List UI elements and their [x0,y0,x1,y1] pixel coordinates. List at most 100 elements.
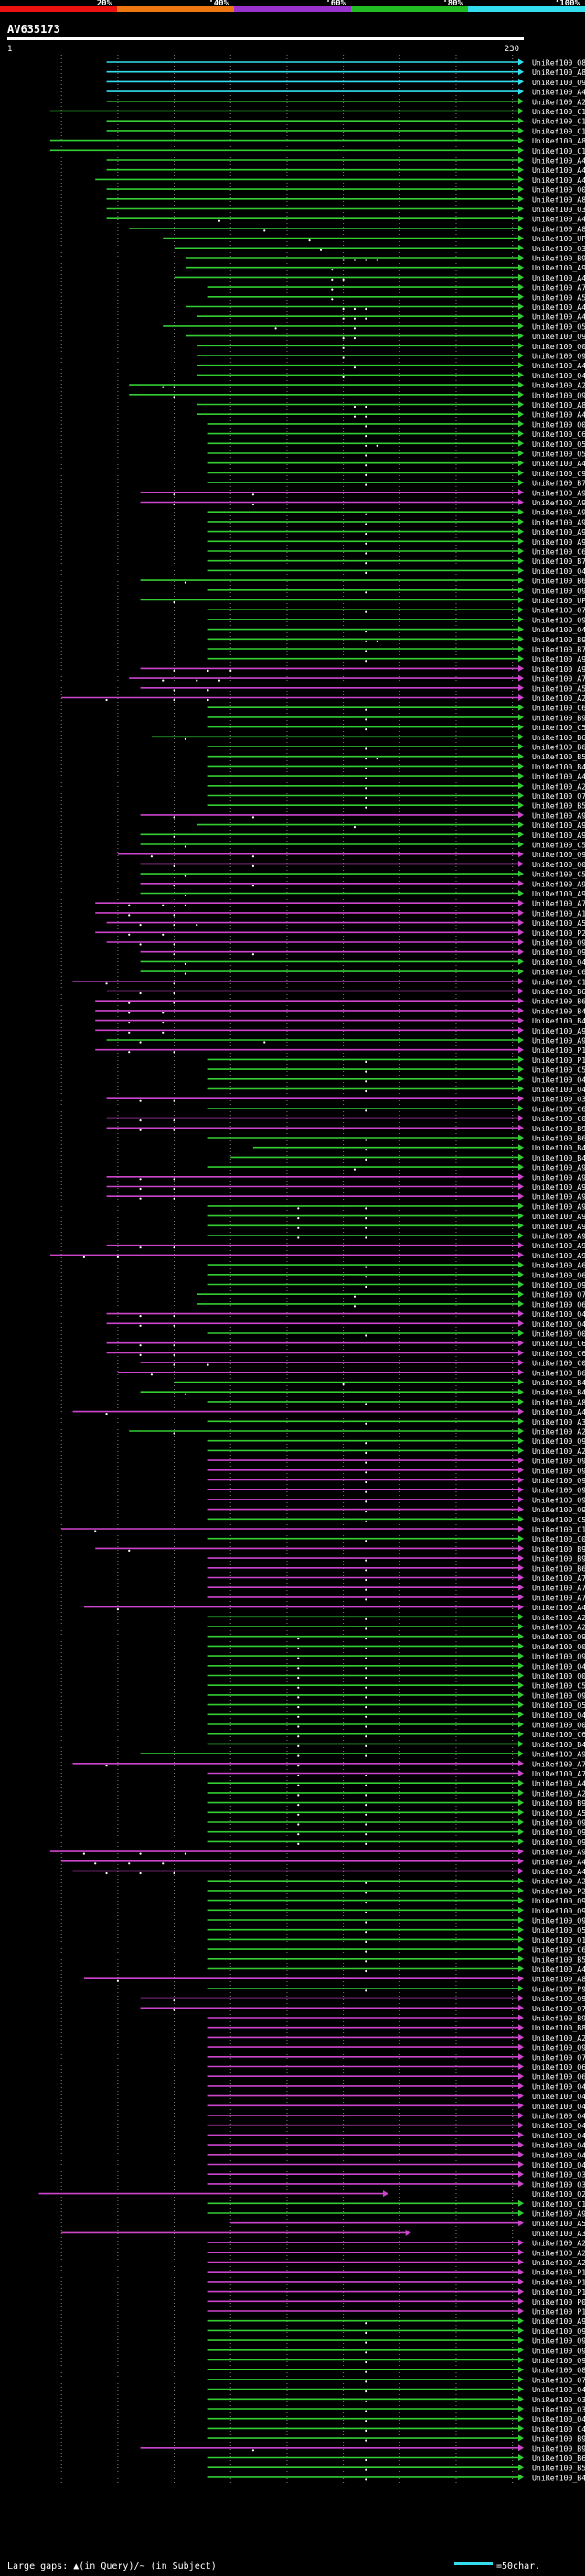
hit-row[interactable]: UniRef100_Q9SBN0 [129,390,585,399]
hit-label[interactable]: UniRef100_Q4V512 [532,1661,585,1670]
hit-label[interactable]: UniRef100_C6TC61 [532,1339,585,1348]
hit-row[interactable]: UniRef100_Q5ZJ52 [207,1925,585,1935]
hit-label[interactable]: UniRef100_Q94VV2 [532,1994,585,2003]
hit-row[interactable]: UniRef100_C1FEC3 [106,126,585,135]
hit-row[interactable]: UniRef100_A9NXI0 [140,498,585,507]
hit-label[interactable]: UniRef100_A4RV22 [532,165,585,175]
hit-label[interactable]: UniRef100_B9R9V1 [532,1554,585,1564]
hit-label[interactable]: UniRef100_Q94WT1 [532,352,585,361]
hit-row[interactable]: UniRef100_A9PJQ2 [140,831,585,840]
hit-label[interactable]: UniRef100_Q0LCQ4 [532,342,585,351]
hit-label[interactable]: UniRef100_B5M173 [532,2464,585,2473]
hit-row[interactable]: UniRef100_A9PGZ3 [140,664,585,673]
hit-row[interactable]: UniRef100_UPI000... [163,234,585,243]
hit-label[interactable]: UniRef100_A9TJ06 [532,1172,585,1182]
hit-row[interactable]: UniRef100_A9TVQ2 [140,488,585,497]
hit-row[interactable]: UniRef100_A4QPH8 [197,313,585,322]
hit-label[interactable]: UniRef100_C0PFH4 [532,1114,585,1123]
hit-label[interactable]: UniRef100_A5BG64 [532,918,585,928]
hit-label[interactable]: UniRef100_C6T4C2 [532,1945,585,1955]
hit-row[interactable]: UniRef100_A9U5B1 [140,879,585,888]
hit-label[interactable]: UniRef100_Q9M320 [532,948,585,957]
hit-row[interactable]: UniRef100_A2SY16 [129,381,585,390]
hit-row[interactable]: UniRef100_A4QPN8 [106,156,585,165]
hit-label[interactable]: UniRef100_B9AJ38 [532,635,585,644]
hit-row[interactable]: UniRef100_B4FY24 [207,1740,585,1749]
hit-row[interactable]: UniRef100_Q9C8Q5 [207,2337,585,2346]
hit-label[interactable]: UniRef100_B7EXB2 [532,479,585,488]
hit-row[interactable]: UniRef100_Q4VV50 [207,2131,585,2140]
hit-label[interactable]: UniRef100_A2SY33 [532,2258,585,2267]
hit-label[interactable]: UniRef100_A9NXM0 [532,527,585,536]
hit-label[interactable]: UniRef100_B9RME5 [532,1544,585,1553]
hit-label[interactable]: UniRef100_Q4V957 [532,2160,585,2169]
hit-row[interactable]: UniRef100_A9PZV2 [207,537,585,546]
hit-label[interactable]: UniRef100_Q7XYU7 [532,2375,585,2384]
hit-row[interactable]: UniRef100_B6U237 [207,743,585,752]
hit-row[interactable]: UniRef100_B9AJ38 [207,635,585,644]
hit-label[interactable]: UniRef100_C9PRJ3 [532,469,585,478]
hit-label[interactable]: UniRef100_A9RFL7 [532,821,585,830]
hit-row[interactable]: UniRef100_Q6H748 [207,1270,585,1279]
hit-label[interactable]: UniRef100_A9PZV2 [532,537,585,546]
hit-row[interactable]: UniRef100_B4G1T7 [174,1378,585,1387]
hit-row[interactable]: UniRef100_Q9SFB9 [207,586,585,595]
hit-row[interactable]: UniRef100_Q41746 [207,1085,585,1094]
hit-row[interactable]: UniRef100_A4QPM5 [207,772,585,781]
hit-label[interactable]: UniRef100_Q9FUU4 [532,1838,585,1847]
hit-label[interactable]: UniRef100_Q9AR42 [532,1691,585,1700]
hit-label[interactable]: UniRef100_Q9LMB1 [532,332,585,341]
hit-label[interactable]: UniRef100_A4QPI7 [532,459,585,468]
hit-row[interactable]: UniRef100_Q02069 [207,1330,585,1339]
hit-row[interactable]: UniRef100_A9T399 [106,1036,585,1045]
hit-label[interactable]: UniRef100_Q7SYV6 [532,2052,585,2062]
hit-label[interactable]: UniRef100_B6TBS2 [532,997,585,1006]
hit-label[interactable]: UniRef100_A2SY16 [532,381,585,390]
hit-row[interactable]: UniRef100_A7UDR4 [72,1759,585,1768]
hit-row[interactable]: UniRef100_B4F5J4 [252,1143,585,1152]
hit-row[interactable]: UniRef100_Q39711 [207,2405,585,2414]
hit-row[interactable]: UniRef100_A9RDJ0 [49,1251,585,1260]
hit-row[interactable]: UniRef100_B7SB29 [207,645,585,654]
hit-row[interactable]: UniRef100_Q9M320 [140,948,585,957]
hit-row[interactable]: UniRef100_B9S175 [207,713,585,722]
hit-row[interactable]: UniRef100_C6T4C2 [207,1945,585,1955]
hit-row[interactable]: UniRef100_Q946F2 [207,1495,585,1504]
hit-label[interactable]: UniRef100_Q946F4 [532,1486,585,1495]
hit-label[interactable]: UniRef100_Q946F9 [532,1476,585,1485]
hit-label[interactable]: UniRef100_C1K5B4 [532,2200,585,2209]
hit-row[interactable]: UniRef100_C4NGY3 [207,2424,585,2433]
hit-row[interactable]: UniRef100_Q1WLN1 [207,1935,585,1945]
hit-row[interactable]: UniRef100_Q9LMB1 [185,332,585,341]
hit-label[interactable]: UniRef100_C6TNT4 [532,547,585,557]
hit-row[interactable]: UniRef100_A9P2E6 [207,1202,585,1211]
hit-row[interactable]: UniRef100_A9PGN0 [106,1182,585,1192]
hit-row[interactable]: UniRef100_Q9FUU4 [207,1838,585,1847]
hit-label[interactable]: UniRef100_Q9LE98 [532,2327,585,2336]
hit-row[interactable]: UniRef100_Q4VV51 [207,2121,585,2130]
hit-label[interactable]: UniRef100_Q38SU4 [532,205,585,214]
hit-row[interactable]: UniRef100_Q9LEV7 [207,1896,585,1905]
hit-label[interactable]: UniRef100_Q0JCB7 [532,1642,585,1651]
hit-label[interactable]: UniRef100_C5Y6Z0 [532,1065,585,1075]
hit-label[interactable]: UniRef100_P27517 [532,928,585,938]
hit-label[interactable]: UniRef100_Q4VV61 [532,2082,585,2091]
hit-row[interactable]: UniRef100_B9HLM2 [207,1798,585,1807]
hit-label[interactable]: UniRef100_Q41040 [532,625,585,634]
hit-label[interactable]: UniRef100_A2SY21 [532,1447,585,1456]
hit-label[interactable]: UniRef100_Q946F0 [532,1652,585,1661]
hit-row[interactable]: UniRef100_A9TVQ0 [140,811,585,820]
hit-row[interactable]: UniRef100_A9NYD5 [207,2316,585,2326]
hit-label[interactable]: UniRef100_Q8S287 [532,2366,585,2375]
hit-label[interactable]: UniRef100_Q9SBN0 [532,390,585,399]
hit-label[interactable]: UniRef100_Q41747 [532,1075,585,1084]
hit-label[interactable]: UniRef100_Q9SYR0 [532,850,585,859]
hit-row[interactable]: UniRef100_C9PRJ3 [207,469,585,478]
hit-label[interactable]: UniRef100_A8HPQ5 [532,400,585,409]
hit-label[interactable]: UniRef100_Q9LEV7 [532,1896,585,1905]
hit-label[interactable]: UniRef100_B6ZA51 [532,577,585,586]
hit-label[interactable]: UniRef100_A8IHC8 [532,195,585,204]
hit-row[interactable]: UniRef100_Q7SYV8 [207,606,585,615]
hit-row[interactable]: UniRef100_Q41234 [207,1711,585,1720]
hit-row[interactable]: UniRef100_A9NR97 [207,517,585,526]
